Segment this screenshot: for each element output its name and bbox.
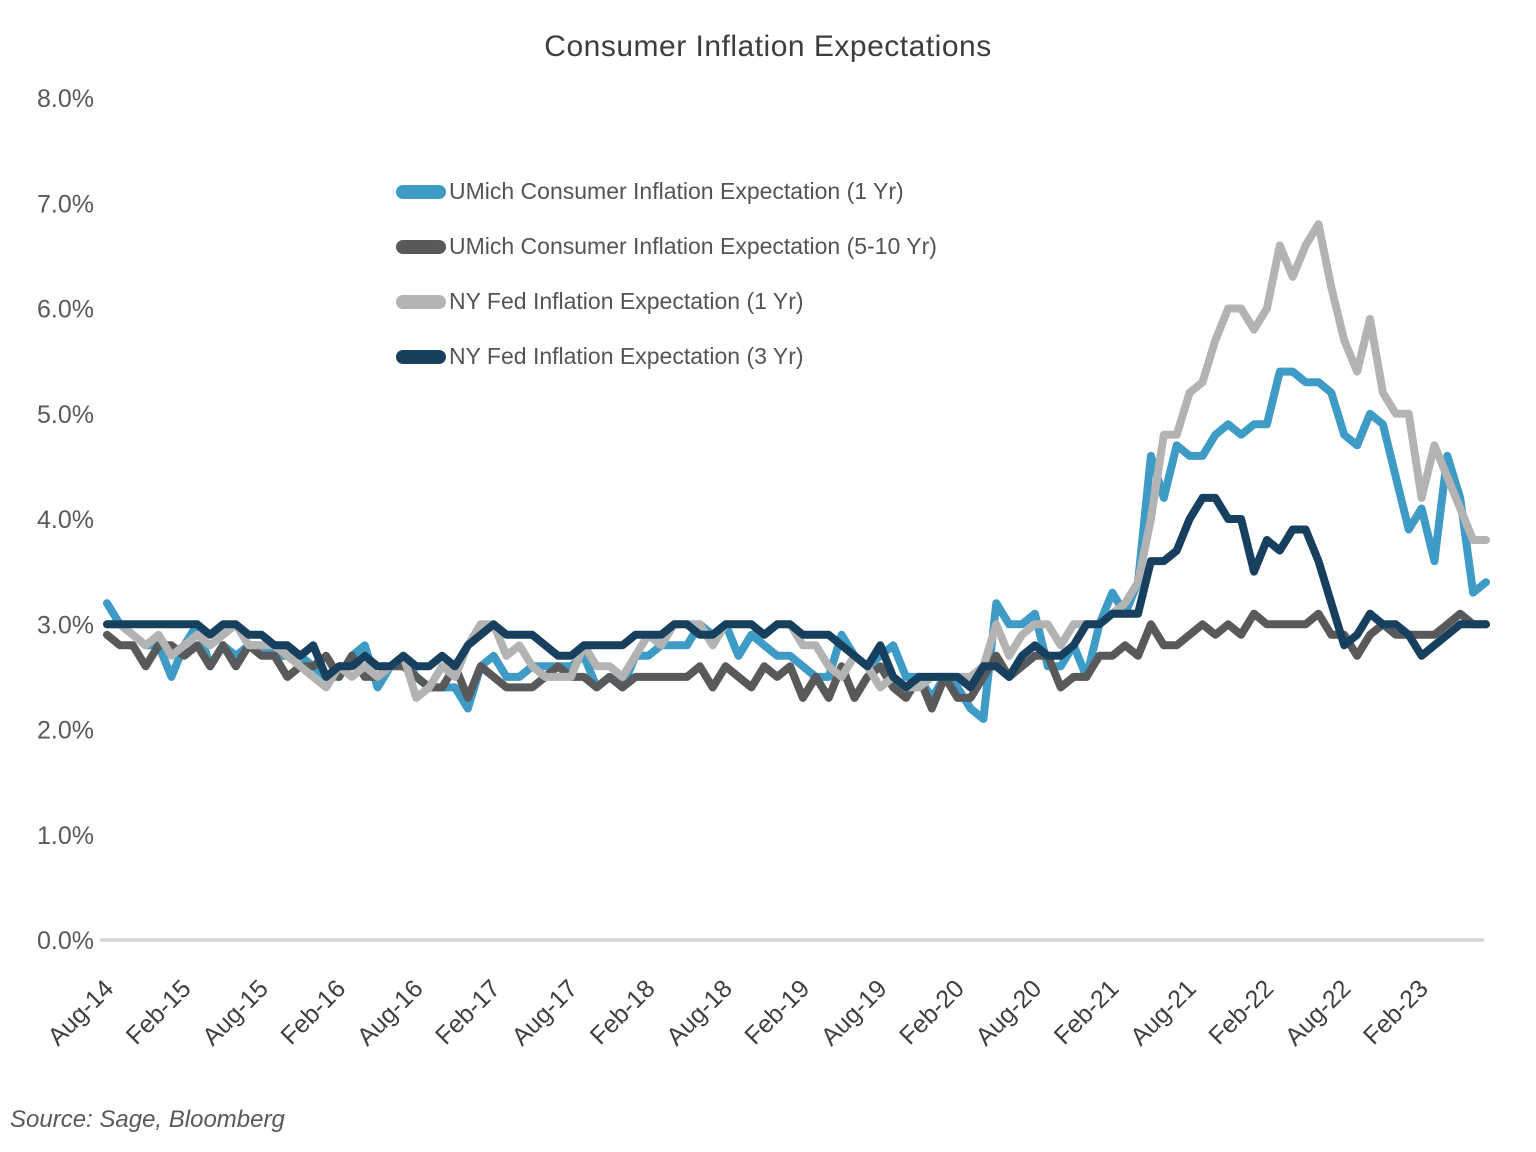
y-axis-tick-label: 4.0%: [37, 506, 94, 534]
x-axis-tick-label: Feb-15: [121, 974, 197, 1050]
x-axis-tick-label: Aug-22: [1280, 974, 1357, 1051]
y-axis-tick-label: 6.0%: [37, 296, 94, 324]
legend-item-nyfed-1yr: NY Fed Inflation Expectation (1 Yr): [396, 274, 937, 329]
x-axis-tick-label: Feb-16: [275, 974, 351, 1050]
y-axis-tick-label: 5.0%: [37, 401, 94, 429]
x-axis-tick-label: Feb-22: [1203, 974, 1279, 1050]
legend-swatch-nyfed-1yr: [396, 294, 446, 309]
x-axis-tick-label: Aug-16: [352, 974, 429, 1051]
x-axis-tick-label: Feb-21: [1049, 974, 1125, 1050]
y-axis-tick-label: 8.0%: [37, 85, 94, 113]
legend-swatch-umich-5-10yr: [396, 239, 446, 254]
y-axis-tick-label: 0.0%: [37, 927, 94, 955]
y-axis-tick-label: 1.0%: [37, 822, 94, 850]
legend-label-nyfed-3yr: NY Fed Inflation Expectation (3 Yr): [449, 343, 804, 369]
x-axis-tick-label: Feb-23: [1358, 974, 1434, 1050]
chart-legend: UMich Consumer Inflation Expectation (1 …: [396, 164, 937, 384]
legend-item-umich-5-10yr: UMich Consumer Inflation Expectation (5-…: [396, 219, 937, 274]
legend-swatch-umich-1yr: [396, 184, 446, 199]
legend-item-umich-1yr: UMich Consumer Inflation Expectation (1 …: [396, 164, 937, 219]
x-axis-tick-label: Feb-18: [585, 974, 661, 1050]
y-axis-tick-label: 2.0%: [37, 717, 94, 745]
x-axis-tick-label: Feb-19: [739, 974, 815, 1050]
y-axis-tick-label: 3.0%: [37, 611, 94, 639]
series-line-3: [103, 493, 1490, 692]
x-axis-tick-label: Aug-21: [1125, 974, 1202, 1051]
legend-swatch-nyfed-3yr: [396, 349, 446, 364]
chart-title: Consumer Inflation Expectations: [544, 30, 992, 63]
legend-label-umich-5-10yr: UMich Consumer Inflation Expectation (5-…: [449, 233, 937, 259]
legend-item-nyfed-3yr: NY Fed Inflation Expectation (3 Yr): [396, 329, 937, 384]
y-axis-tick-label: 7.0%: [37, 190, 94, 218]
source-note: Source: Sage, Bloomberg: [10, 1106, 285, 1133]
x-axis-tick-label: Aug-17: [506, 974, 583, 1051]
x-axis-tick-label: Aug-18: [661, 974, 738, 1051]
x-axis-tick-label: Feb-17: [430, 974, 506, 1050]
legend-label-nyfed-1yr: NY Fed Inflation Expectation (1 Yr): [449, 288, 804, 314]
x-axis-tick-label: Aug-19: [816, 974, 893, 1051]
x-axis-tick-label: Aug-20: [970, 974, 1047, 1051]
x-axis-tick-label: Feb-20: [894, 974, 970, 1050]
x-axis-tick-label: Aug-15: [197, 974, 274, 1051]
x-axis-tick-label: Aug-14: [42, 974, 119, 1051]
legend-label-umich-1yr: UMich Consumer Inflation Expectation (1 …: [449, 178, 904, 204]
